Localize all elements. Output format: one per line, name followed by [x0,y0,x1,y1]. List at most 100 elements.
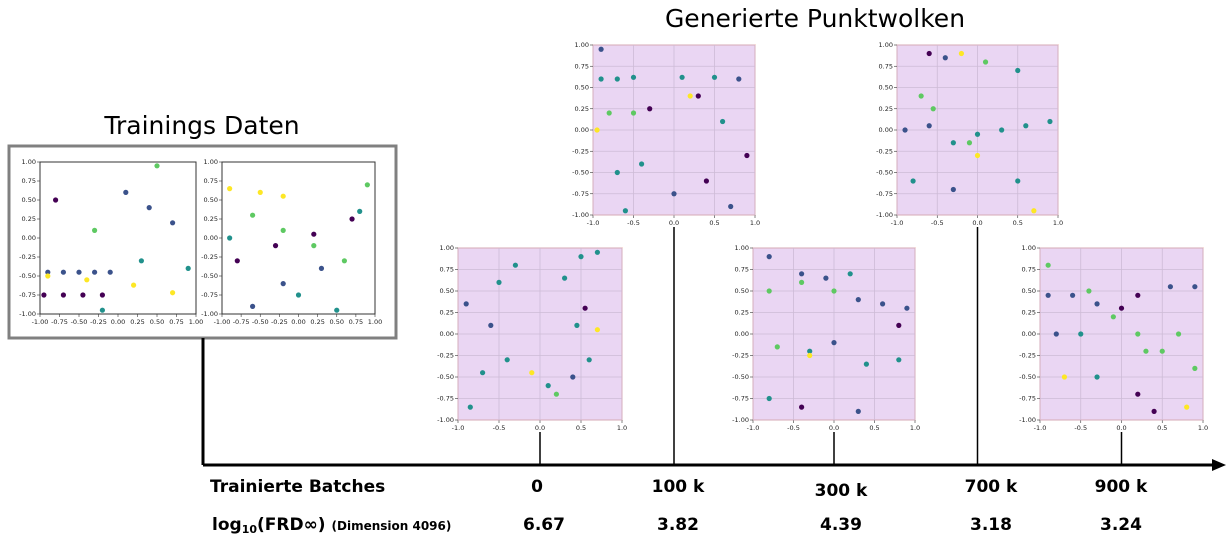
y-tick-label: -0.25 [19,253,36,261]
y-tick-label: 1.00 [575,41,589,49]
x-tick-label: -0.50 [252,318,269,326]
scatter-point [280,193,286,199]
scatter-point [744,152,750,159]
scatter-point [896,322,902,328]
x-tick-label: 1.0 [1198,424,1208,432]
scatter-point [831,340,837,346]
scatter-point [227,186,233,192]
plot-area [221,161,376,315]
y-tick-label: 0.50 [440,287,454,295]
scatter-point [736,76,742,82]
y-tick-label: 1.00 [735,244,749,252]
x-tick-label: 0.75 [349,318,363,326]
scatter-point [364,182,370,188]
scatter-point [311,231,317,237]
scatter-point [606,110,612,116]
y-tick-label: -1.00 [19,310,36,318]
scatter-point [1192,284,1198,290]
scatter-point [695,93,701,99]
y-tick-label: 0.75 [879,62,893,70]
scatter-point [496,279,502,285]
scatter-point [295,292,302,298]
metric-subscript: 10 [242,523,258,536]
x-tick-label: 1.0 [1053,219,1063,227]
stage-batches: 100 k [652,477,705,497]
x-tick-label: 1.00 [368,318,382,326]
scatter-point [902,127,908,133]
scatter-point [318,265,325,271]
x-tick-label: 0.5 [709,219,719,227]
scatter-point [766,395,772,402]
scatter-point [562,275,568,281]
scatter-point [807,348,813,354]
x-tick-label: 1.00 [189,318,203,326]
y-tick-label: -1.00 [732,416,749,424]
y-tick-label: 0.25 [575,105,589,113]
y-tick-label: -0.50 [876,169,893,177]
x-tick-label: -0.5 [787,424,800,432]
scatter-point [598,46,604,52]
x-tick-label: 0.25 [310,318,324,326]
scatter-point [1047,118,1053,125]
scatter-point [766,288,772,294]
scatter-point [349,216,355,222]
x-tick-label: -1.0 [452,424,465,432]
scatter-point [926,123,932,129]
y-tick-label: 0.75 [735,266,749,274]
training-title: Trainings Daten [103,111,299,140]
scatter-point [1070,292,1076,298]
y-tick-label: 0.00 [440,330,454,338]
y-tick-label: -0.75 [437,395,454,403]
scatter-point [1086,288,1092,294]
scatter-point [1015,67,1021,74]
scatter-point [131,282,137,288]
scatter-point [463,301,469,307]
scatter-point [823,275,829,281]
metric-name: (FRD∞) [257,515,326,535]
x-tick-label: 0.50 [330,318,344,326]
y-tick-label: 0.75 [204,177,218,185]
scatter-point [60,269,66,275]
x-tick-label: -0.5 [931,219,944,227]
scatter-point [107,269,113,275]
scatter-point [586,357,592,363]
y-tick-label: -0.50 [572,169,589,177]
scatter-point [1192,365,1198,371]
scatter-point [154,163,160,169]
scatter-point [766,254,772,260]
x-tick-label: 0.5 [1157,424,1167,432]
scatter-point [942,55,948,61]
scatter-point [92,227,98,233]
y-tick-label: 0.00 [879,126,893,134]
x-tick-label: 0.5 [869,424,879,432]
stage-score: 3.82 [657,515,699,535]
scatter-point [1094,301,1100,307]
scatter-point [334,307,340,313]
stage-batches: 700 k [965,477,1018,497]
y-tick-label: 0.00 [575,126,589,134]
x-tick-label: 0.00 [291,318,305,326]
scatter-point [234,258,240,264]
scatter-point [614,76,620,82]
y-tick-label: 0.50 [735,287,749,295]
x-tick-label: -0.5 [1074,424,1087,432]
scatter-point [720,118,726,125]
y-tick-label: 1.00 [204,158,218,166]
stage-score: 3.18 [970,515,1012,535]
x-tick-label: -0.50 [71,318,88,326]
scatter-point [570,374,576,380]
scatter-point [272,243,279,249]
y-tick-label: 0.25 [879,105,893,113]
scatter-point [1167,284,1173,290]
scatter-point [250,303,256,309]
y-tick-label: -1.00 [1019,416,1036,424]
scatter-point [1015,178,1021,184]
y-tick-label: 1.00 [879,41,893,49]
scatter-point [1053,331,1059,337]
scatter-point [1094,374,1100,380]
x-tick-label: 0.75 [169,318,183,326]
y-tick-label: 1.00 [22,158,36,166]
scatter-point [594,327,601,333]
y-tick-label: 0.25 [22,215,36,223]
